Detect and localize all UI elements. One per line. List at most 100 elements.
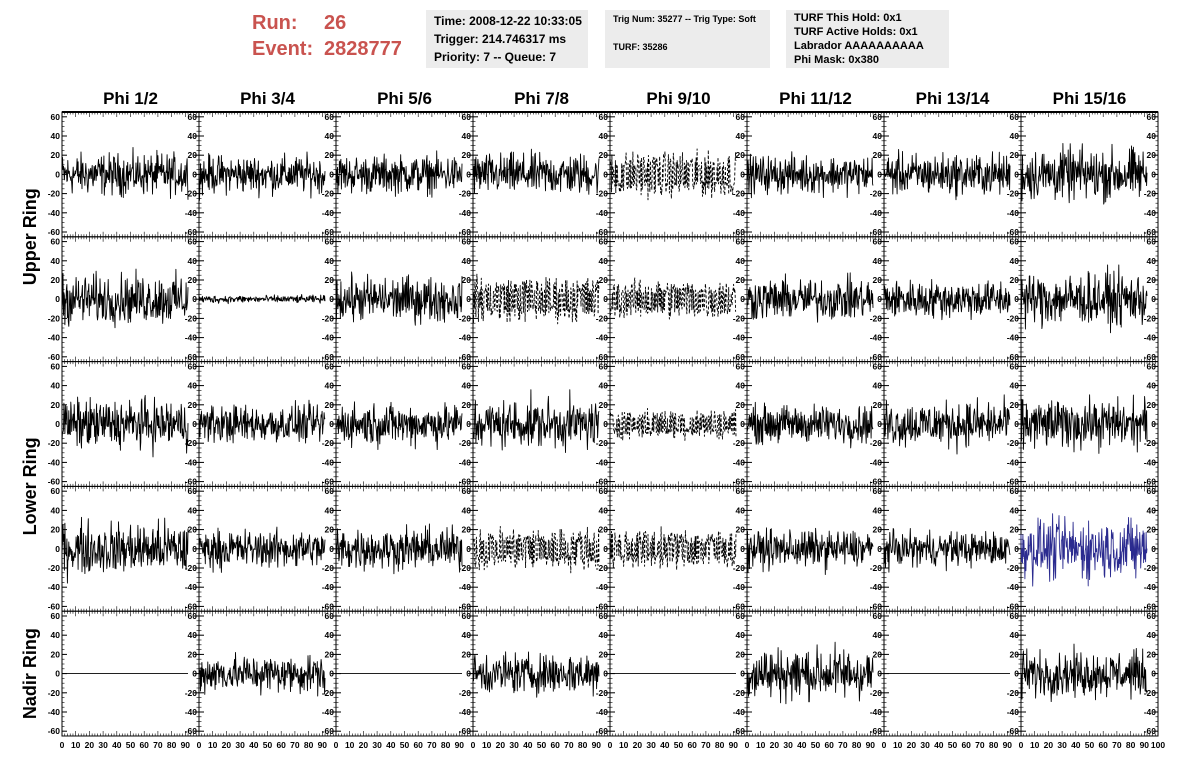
y-tick-label: -60	[1144, 352, 1157, 362]
waveform-panel	[335, 361, 474, 487]
y-tick-label: -60	[48, 477, 61, 487]
waveform-panel	[335, 236, 474, 363]
waveform-panel	[61, 111, 200, 238]
waveform-trace	[61, 395, 189, 458]
y-tick-label: -20	[596, 563, 609, 573]
y-tick-label: 0	[1151, 169, 1156, 179]
event-value: 2828777	[324, 38, 402, 60]
waveform-panel	[746, 361, 885, 487]
waveform-panel	[1020, 111, 1159, 238]
y-tick-label: 60	[462, 486, 472, 496]
y-tick-label: 40	[188, 505, 198, 515]
y-tick-label: 40	[51, 256, 61, 266]
y-tick-label: -60	[185, 352, 198, 362]
y-tick-label: -60	[733, 227, 746, 237]
y-tick-label: -60	[322, 477, 335, 487]
y-tick-label: 20	[1147, 400, 1157, 410]
y-tick-label: -20	[48, 189, 61, 199]
waveform-trace	[198, 526, 326, 573]
y-tick-label: 20	[1010, 400, 1020, 410]
y-tick-label: 0	[877, 294, 882, 304]
y-tick-label: 60	[599, 112, 609, 122]
waveform-trace	[198, 399, 326, 444]
y-tick-label: 40	[736, 131, 746, 141]
y-tick-label: 40	[1010, 256, 1020, 266]
y-tick-label: -40	[185, 582, 198, 592]
y-tick-label: 20	[873, 150, 883, 160]
column-header: Phi 7/8	[514, 89, 569, 108]
waveform-trace	[61, 147, 189, 200]
y-tick-label: 60	[873, 112, 883, 122]
waveform-panel	[198, 485, 337, 612]
y-tick-label: -20	[322, 313, 335, 323]
waveform-trace	[746, 151, 874, 199]
y-tick-label: 40	[873, 131, 883, 141]
y-tick-label: 0	[466, 294, 471, 304]
y-tick-label: -40	[459, 333, 472, 343]
y-tick-label: 20	[188, 525, 198, 535]
y-tick-label: -40	[733, 333, 746, 343]
y-tick-label: -20	[733, 313, 746, 323]
y-tick-label: 40	[873, 256, 883, 266]
panel-frame	[609, 485, 748, 612]
waveform-panel	[198, 236, 337, 363]
y-tick-label: 60	[1147, 112, 1157, 122]
event-label: Event:	[252, 38, 314, 60]
y-tick-label: 0	[740, 294, 745, 304]
y-tick-label: -60	[870, 477, 883, 487]
y-tick-label: -60	[733, 477, 746, 487]
y-tick-label: 0	[55, 419, 60, 429]
waveform-trace	[883, 148, 1011, 201]
phi-mask-text: Phi Mask: 0x380	[794, 54, 879, 66]
y-tick-label: -20	[459, 313, 472, 323]
y-tick-label: -40	[1144, 208, 1157, 218]
y-tick-label: 20	[51, 275, 61, 285]
y-tick-label: -40	[48, 208, 61, 218]
y-tick-label: 40	[188, 381, 198, 391]
y-tick-label: -60	[596, 601, 609, 611]
y-tick-label: -60	[596, 352, 609, 362]
waveform-panel	[883, 236, 1022, 363]
waveform-trace	[609, 407, 737, 441]
y-tick-label: 40	[1010, 131, 1020, 141]
waveform-panel	[746, 111, 885, 238]
y-tick-label: -60	[1144, 477, 1157, 487]
y-tick-label: 0	[1151, 419, 1156, 429]
waveform-panel	[472, 111, 611, 238]
y-tick-label: 60	[462, 237, 472, 247]
y-tick-label: 20	[462, 400, 472, 410]
waveform-trace	[609, 277, 737, 320]
waveform-panel	[61, 485, 200, 612]
y-tick-label: 40	[325, 131, 335, 141]
y-tick-label: -40	[459, 582, 472, 592]
y-tick-label: 0	[329, 169, 334, 179]
y-tick-label: -60	[185, 477, 198, 487]
y-tick-label: -40	[322, 333, 335, 343]
y-tick-label: 40	[188, 256, 198, 266]
column-header: Phi 3/4	[240, 89, 295, 108]
y-tick-label: -40	[459, 457, 472, 467]
y-tick-label: 60	[1147, 237, 1157, 247]
turf-this-hold-text: TURF This Hold: 0x1	[794, 12, 902, 24]
y-tick-label: 0	[1014, 419, 1019, 429]
y-tick-label: 40	[462, 505, 472, 515]
y-tick-label: 0	[1151, 294, 1156, 304]
y-tick-label: 20	[736, 275, 746, 285]
waveform-trace	[335, 150, 463, 198]
y-tick-label: -40	[1007, 333, 1020, 343]
waveform-panel	[335, 111, 474, 238]
y-tick-label: -40	[185, 208, 198, 218]
y-tick-label: -20	[1144, 313, 1157, 323]
y-tick-label: 20	[1010, 150, 1020, 160]
turf-active-holds-text: TURF Active Holds: 0x1	[794, 26, 918, 38]
waveform-trace	[335, 401, 463, 451]
y-tick-label: 20	[599, 400, 609, 410]
priority-text: Priority: 7 -- Queue: 7	[434, 50, 557, 64]
y-tick-label: 20	[1147, 150, 1157, 160]
y-tick-label: 40	[51, 131, 61, 141]
y-tick-label: 60	[188, 486, 198, 496]
y-tick-label: -40	[185, 457, 198, 467]
y-tick-label: 60	[599, 486, 609, 496]
y-tick-label: 60	[599, 237, 609, 247]
y-tick-label: -20	[322, 189, 335, 199]
